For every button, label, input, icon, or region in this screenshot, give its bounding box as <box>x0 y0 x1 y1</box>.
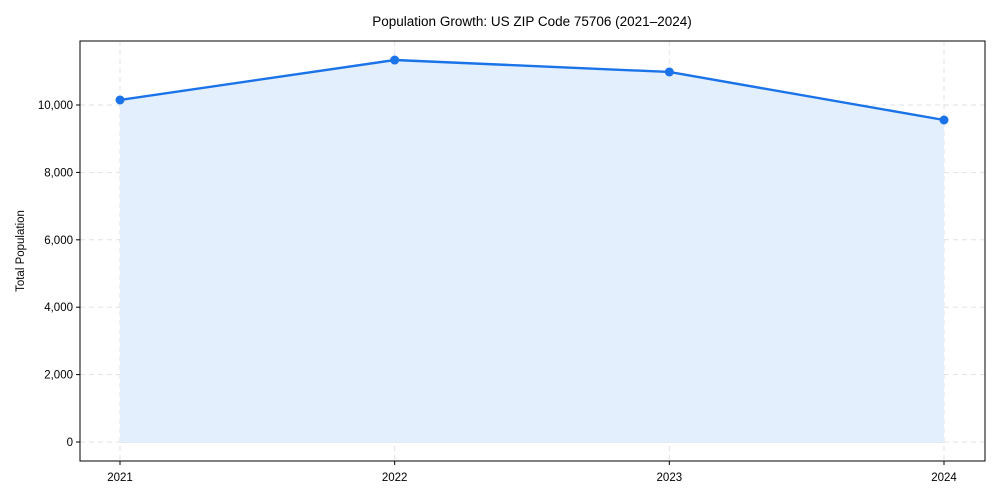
y-axis-ticks: 0 2,000 4,000 6,000 8,000 10,000 <box>38 100 80 449</box>
y-tick-label: 10,000 <box>38 100 73 112</box>
data-point-2021 <box>115 95 125 105</box>
data-point-2024 <box>939 115 949 125</box>
chart-title: Population Growth: US ZIP Code 75706 (20… <box>372 14 691 29</box>
y-tick-label: 2,000 <box>44 370 73 382</box>
data-point-2022 <box>390 55 400 65</box>
x-tick-label: 2021 <box>107 472 133 484</box>
area-fill <box>120 60 944 443</box>
y-tick-label: 6,000 <box>44 235 73 247</box>
plot-frame <box>79 40 986 462</box>
x-tick-label: 2022 <box>382 472 408 484</box>
y-axis-label: Total Population <box>15 210 27 292</box>
x-axis-ticks: 2021 2022 2023 2024 <box>107 461 957 484</box>
data-points <box>115 55 949 125</box>
y-tick-label: 0 <box>67 437 73 449</box>
y-tick-label: 4,000 <box>44 302 73 314</box>
population-line <box>119 58 945 122</box>
x-tick-label: 2024 <box>931 472 957 484</box>
x-tick-label: 2023 <box>657 472 683 484</box>
data-point-2023 <box>664 67 674 77</box>
y-tick-label: 8,000 <box>44 167 73 179</box>
